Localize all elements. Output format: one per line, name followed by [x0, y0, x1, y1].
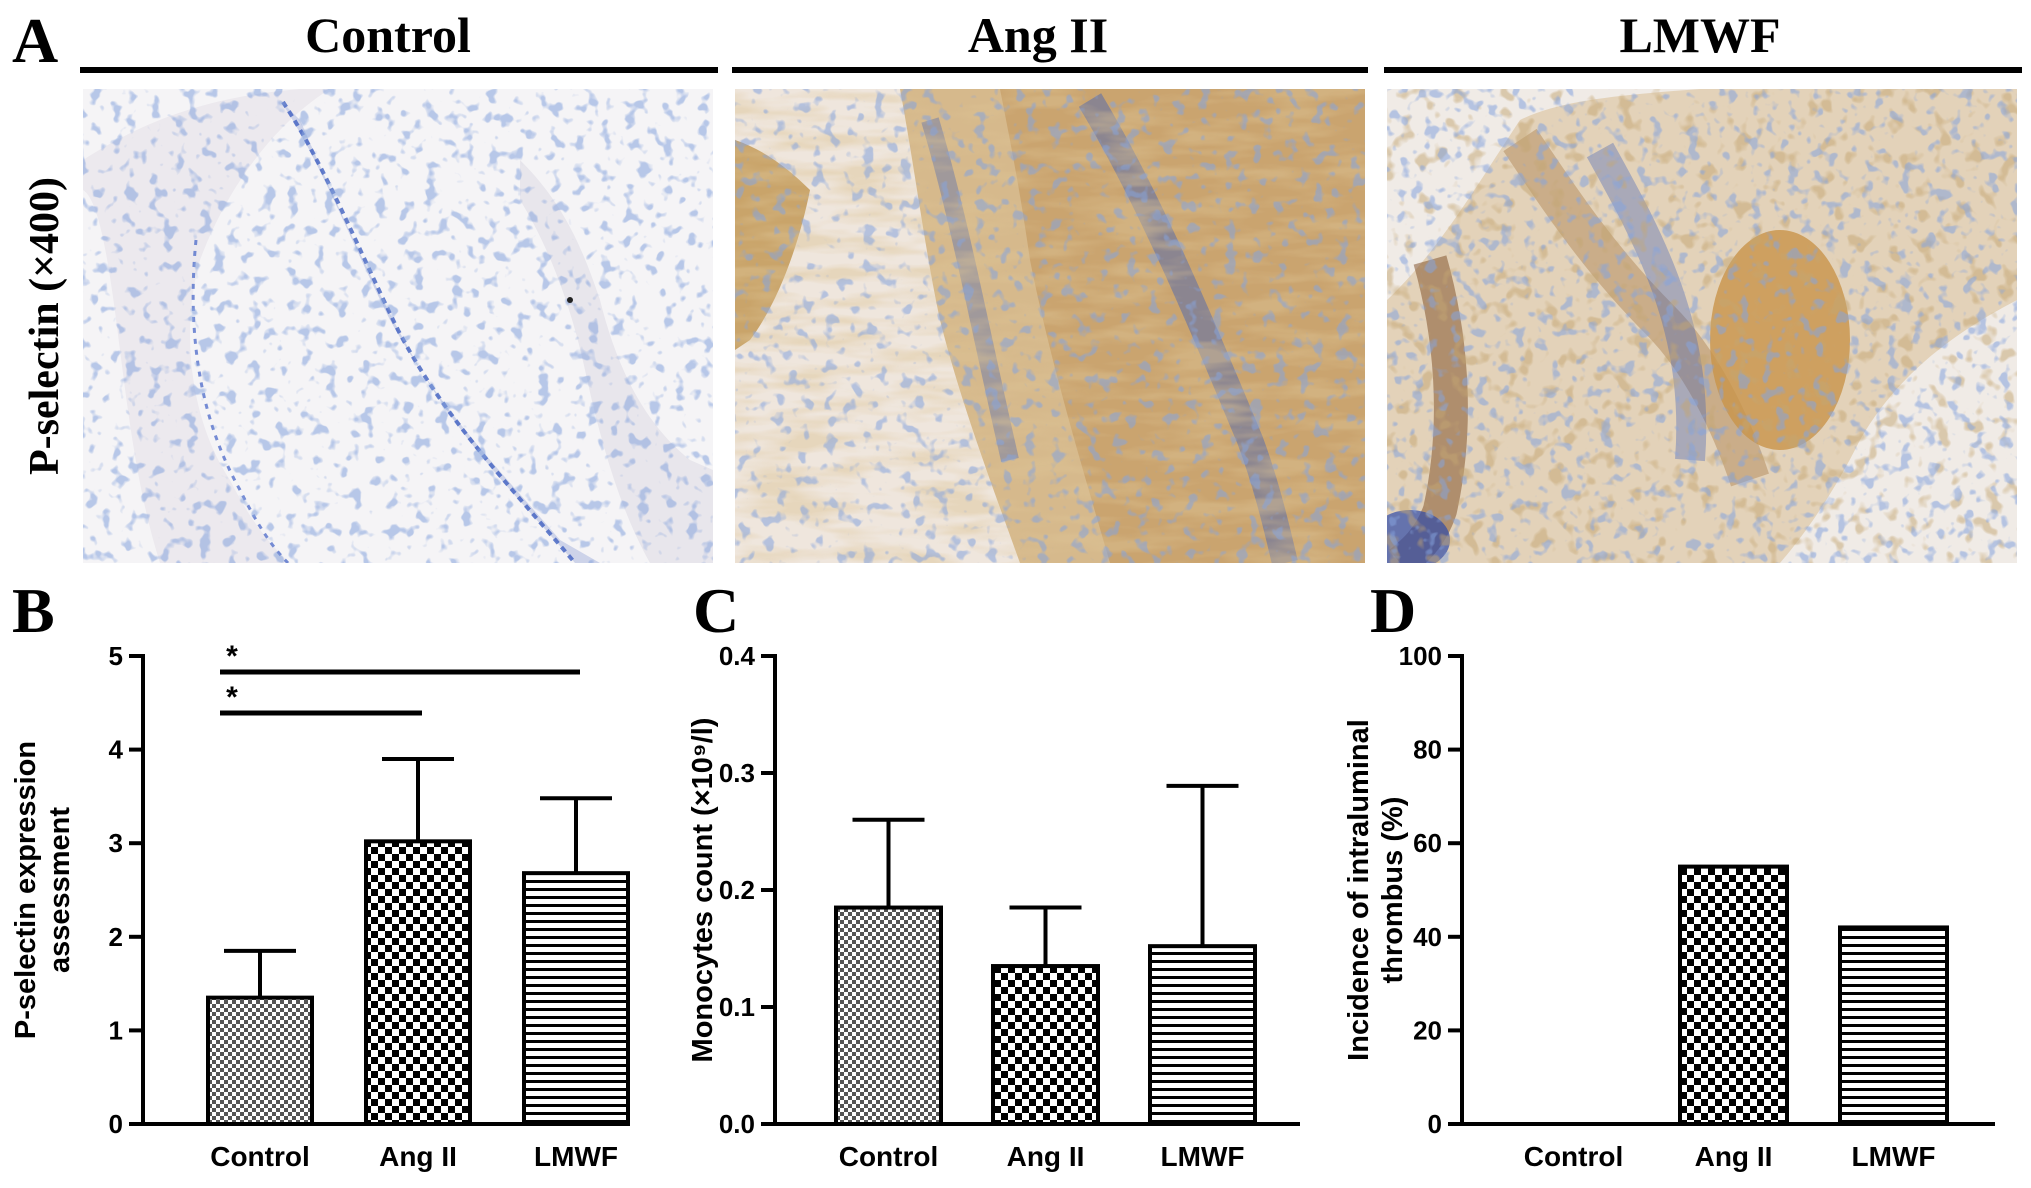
chart-c: 0.0 0.1 0.2 0.3 0.4 Monocytes count (×10⁹/l) C… [687, 641, 1300, 1172]
chart-b: 0 1 2 3 4 5 P-selectin expression assessment Con… [10, 640, 630, 1172]
x-category-label: LMWF [1852, 1141, 1936, 1172]
panel-d: D 0 20 40 60 80 100 Incidence of intraluminal t… [1343, 575, 1995, 1172]
y-tick-label: 20 [1413, 1015, 1442, 1045]
y-tick-label: 0.3 [719, 758, 755, 788]
panel-b-letter: B [12, 575, 55, 646]
x-category-label: LMWF [1161, 1141, 1245, 1172]
panel-a: A Control Ang II LMWF P-selectin (×400) [12, 5, 2022, 563]
y-tick-label: 100 [1399, 641, 1442, 671]
group-header-lmwf: LMWF [1384, 7, 2022, 73]
group-header-ang-ii: Ang II [732, 7, 1368, 73]
y-tick-label: 0.1 [719, 992, 755, 1022]
y-axis-title: assessment [44, 807, 76, 973]
bar-lmwf [1838, 925, 1949, 1126]
bar-lmwf [1148, 944, 1257, 1126]
panel-b: B 0 1 2 3 4 5 P-selectin expression assessment C… [10, 575, 630, 1172]
x-category-label: LMWF [534, 1141, 618, 1172]
panel-a-letter: A [12, 5, 58, 76]
group-title-lmwf: LMWF [1619, 7, 1780, 63]
x-category-label: Ang II [1007, 1141, 1085, 1172]
bar-control [834, 905, 943, 1126]
bar-ang-ii [364, 839, 472, 1126]
micrograph-lmwf [1387, 89, 2017, 563]
y-tick-label: 5 [109, 641, 123, 671]
y-axis-title: P-selectin expression [10, 741, 42, 1039]
bar-ang-ii [1678, 864, 1789, 1126]
y-tick-label: 0 [1428, 1109, 1442, 1139]
group-title-ang-ii: Ang II [968, 7, 1108, 63]
significance-star: * [226, 640, 238, 673]
x-category-label: Control [839, 1141, 939, 1172]
bar-control [206, 995, 314, 1127]
panel-d-letter: D [1370, 575, 1416, 646]
group-header-control: Control [80, 7, 718, 73]
panel-c-letter: C [693, 575, 739, 646]
y-axis-title: thrombus (%) [1377, 797, 1409, 984]
bar-ang-ii [991, 964, 1100, 1126]
y-tick-label: 0.2 [719, 875, 755, 905]
x-category-label: Control [1524, 1141, 1624, 1172]
panel-c: C 0.0 0.1 0.2 0.3 0.4 Monocytes count (×10⁹/l… [687, 575, 1300, 1172]
chart-d: 0 20 40 60 80 100 Incidence of intraluminal thr… [1343, 641, 1995, 1172]
y-axis-title: Monocytes count (×10⁹/l) [687, 718, 719, 1063]
y-tick-label: 2 [109, 922, 123, 952]
micrograph-ang-ii [735, 89, 1365, 563]
y-tick-label: 4 [109, 735, 124, 765]
significance-star: * [226, 681, 238, 714]
y-tick-label: 60 [1413, 828, 1442, 858]
y-tick-label: 0 [109, 1109, 123, 1139]
y-tick-label: 0.0 [719, 1109, 755, 1139]
y-axis-title: Incidence of intraluminal [1343, 719, 1375, 1061]
y-tick-label: 0.4 [719, 641, 756, 671]
bar-lmwf [522, 871, 630, 1126]
x-category-label: Ang II [379, 1141, 457, 1172]
row-label-p-selectin: P-selectin (×400) [22, 177, 68, 475]
group-title-control: Control [305, 7, 471, 63]
x-category-label: Control [210, 1141, 310, 1172]
x-category-label: Ang II [1695, 1141, 1773, 1172]
y-tick-label: 80 [1413, 735, 1442, 765]
micrograph-control [83, 89, 713, 563]
y-tick-label: 3 [109, 828, 123, 858]
y-tick-label: 1 [109, 1015, 123, 1045]
y-tick-label: 40 [1413, 922, 1442, 952]
